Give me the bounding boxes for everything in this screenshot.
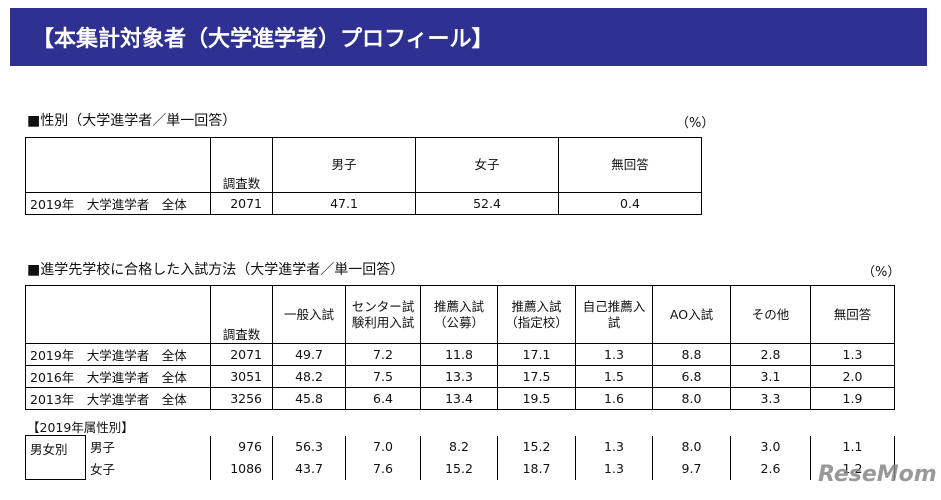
- unit-label: （%）: [862, 265, 901, 280]
- data-row: 男女別 男子 976 56.3 7.0 8.2 15.2 1.3 8.0 3.0 1.1: [25, 435, 895, 480]
- cell: 2.0: [810, 365, 895, 388]
- cell: 1.1: [810, 435, 895, 458]
- cell: 0.4: [558, 192, 702, 215]
- row-label: 女子: [85, 457, 211, 480]
- row-label: 2013年 大学進学者 全体: [25, 387, 211, 410]
- cell: 43.7: [272, 457, 346, 480]
- data-row: 2016年 大学進学者 全体 3051 48.2 7.5 13.3 17.5 1.5 6.8 3…: [25, 365, 895, 388]
- cell: 7.2: [345, 343, 421, 366]
- column-header: 推薦入試（指定校）: [497, 285, 576, 344]
- cell: 8.8: [652, 343, 731, 366]
- cell: 8.0: [652, 387, 731, 410]
- cell: 15.2: [420, 457, 498, 480]
- cell: 19.5: [497, 387, 576, 410]
- cell: 1.5: [575, 365, 653, 388]
- cell: 45.8: [272, 387, 346, 410]
- cell: 49.7: [272, 343, 346, 366]
- column-header: 推薦入試（公募）: [420, 285, 498, 344]
- column-header: 調査数: [210, 137, 273, 193]
- cell: 6.4: [345, 387, 421, 410]
- data-row: 2019年 大学進学者 全体 2071 47.1 52.4 0.4: [25, 192, 702, 215]
- cell: 7.6: [345, 457, 421, 480]
- cell: 18.7: [497, 457, 576, 480]
- cell: 2071: [210, 343, 273, 366]
- header-title: 【本集計対象者（大学進学者）プロフィール】: [32, 27, 494, 52]
- cell: 2071: [210, 192, 273, 215]
- cell: 2.8: [730, 343, 811, 366]
- watermark: ReseMom: [818, 462, 937, 487]
- cell: 48.2: [272, 365, 346, 388]
- corner-cell: [25, 285, 211, 344]
- data-row: 2013年 大学進学者 全体 3256 45.8 6.4 13.4 19.5 1.6 8.0 3…: [25, 387, 895, 410]
- cell: 976: [210, 435, 273, 458]
- attribute-table: 男女別 男子 976 56.3 7.0 8.2 15.2 1.3 8.0 3.0 1.1 女子 1086…: [25, 435, 895, 480]
- cell: 1.3: [575, 343, 653, 366]
- column-header: 無回答: [810, 285, 895, 344]
- cell: 6.8: [652, 365, 731, 388]
- method-table: 調査数 一般入試 センター試験利用入試 推薦入試（公募） 推薦入試（指定校） 自己推薦入試…: [25, 285, 895, 410]
- cell: 3256: [210, 387, 273, 410]
- cell: 47.1: [272, 192, 416, 215]
- data-row: 2019年 大学進学者 全体 2071 49.7 7.2 11.8 17.1 1.3 8.8 2…: [25, 343, 895, 366]
- group-label: 男女別: [25, 435, 86, 480]
- cell: 1.3: [575, 457, 653, 480]
- cell: 1.3: [810, 343, 895, 366]
- cell: 13.4: [420, 387, 498, 410]
- cell: 56.3: [272, 435, 346, 458]
- cell: 8.2: [420, 435, 498, 458]
- cell: 2.6: [730, 457, 811, 480]
- cell: 3051: [210, 365, 273, 388]
- column-header: その他: [730, 285, 811, 344]
- cell: 7.5: [345, 365, 421, 388]
- column-header: 無回答: [558, 137, 702, 193]
- row-label: 2016年 大学進学者 全体: [25, 365, 211, 388]
- cell: 3.1: [730, 365, 811, 388]
- cell: 17.1: [497, 343, 576, 366]
- column-header: AO入試: [652, 285, 731, 344]
- section-title: ■進学先学校に合格した入試方法（大学進学者／単一回答）: [27, 262, 405, 278]
- cell: 52.4: [415, 192, 559, 215]
- cell: 13.3: [420, 365, 498, 388]
- column-header: センター試験利用入試: [345, 285, 421, 344]
- column-header: 女子: [415, 137, 559, 193]
- subsection-title: 【2019年属性別】: [27, 420, 134, 435]
- column-header: 一般入試: [272, 285, 346, 344]
- row-label: 2019年 大学進学者 全体: [25, 343, 211, 366]
- cell: 3.0: [730, 435, 811, 458]
- corner-cell: [25, 137, 211, 193]
- header-row: 調査数 一般入試 センター試験利用入試 推薦入試（公募） 推薦入試（指定校） 自己推薦入試…: [25, 285, 895, 344]
- cell: 7.0: [345, 435, 421, 458]
- cell: 15.2: [497, 435, 576, 458]
- cell: 1.9: [810, 387, 895, 410]
- header-bar: 【本集計対象者（大学進学者）プロフィール】: [10, 8, 927, 66]
- row-label: 男子: [85, 435, 211, 458]
- cell: 9.7: [652, 457, 731, 480]
- cell: 11.8: [420, 343, 498, 366]
- column-header: 自己推薦入試: [575, 285, 653, 344]
- column-header: 調査数: [210, 285, 273, 344]
- cell: 1.6: [575, 387, 653, 410]
- cell: 3.3: [730, 387, 811, 410]
- section-title: ■性別（大学進学者／単一回答）: [27, 113, 237, 129]
- data-row: 女子 1086 43.7 7.6 15.2 18.7 1.3 9.7 2.6 1.2: [26, 457, 895, 480]
- column-header: 男子: [272, 137, 416, 193]
- unit-label: （%）: [676, 116, 715, 131]
- cell: 17.5: [497, 365, 576, 388]
- cell: 1.3: [575, 435, 653, 458]
- cell: 1.2: [810, 457, 895, 480]
- cell: 1086: [210, 457, 273, 480]
- row-label: 2019年 大学進学者 全体: [25, 192, 211, 215]
- header-row: 調査数 男子 女子 無回答: [25, 137, 702, 193]
- gender-table: 調査数 男子 女子 無回答 2019年 大学進学者 全体 2071 47.1 52.4 0.4: [25, 137, 702, 215]
- cell: 8.0: [652, 435, 731, 458]
